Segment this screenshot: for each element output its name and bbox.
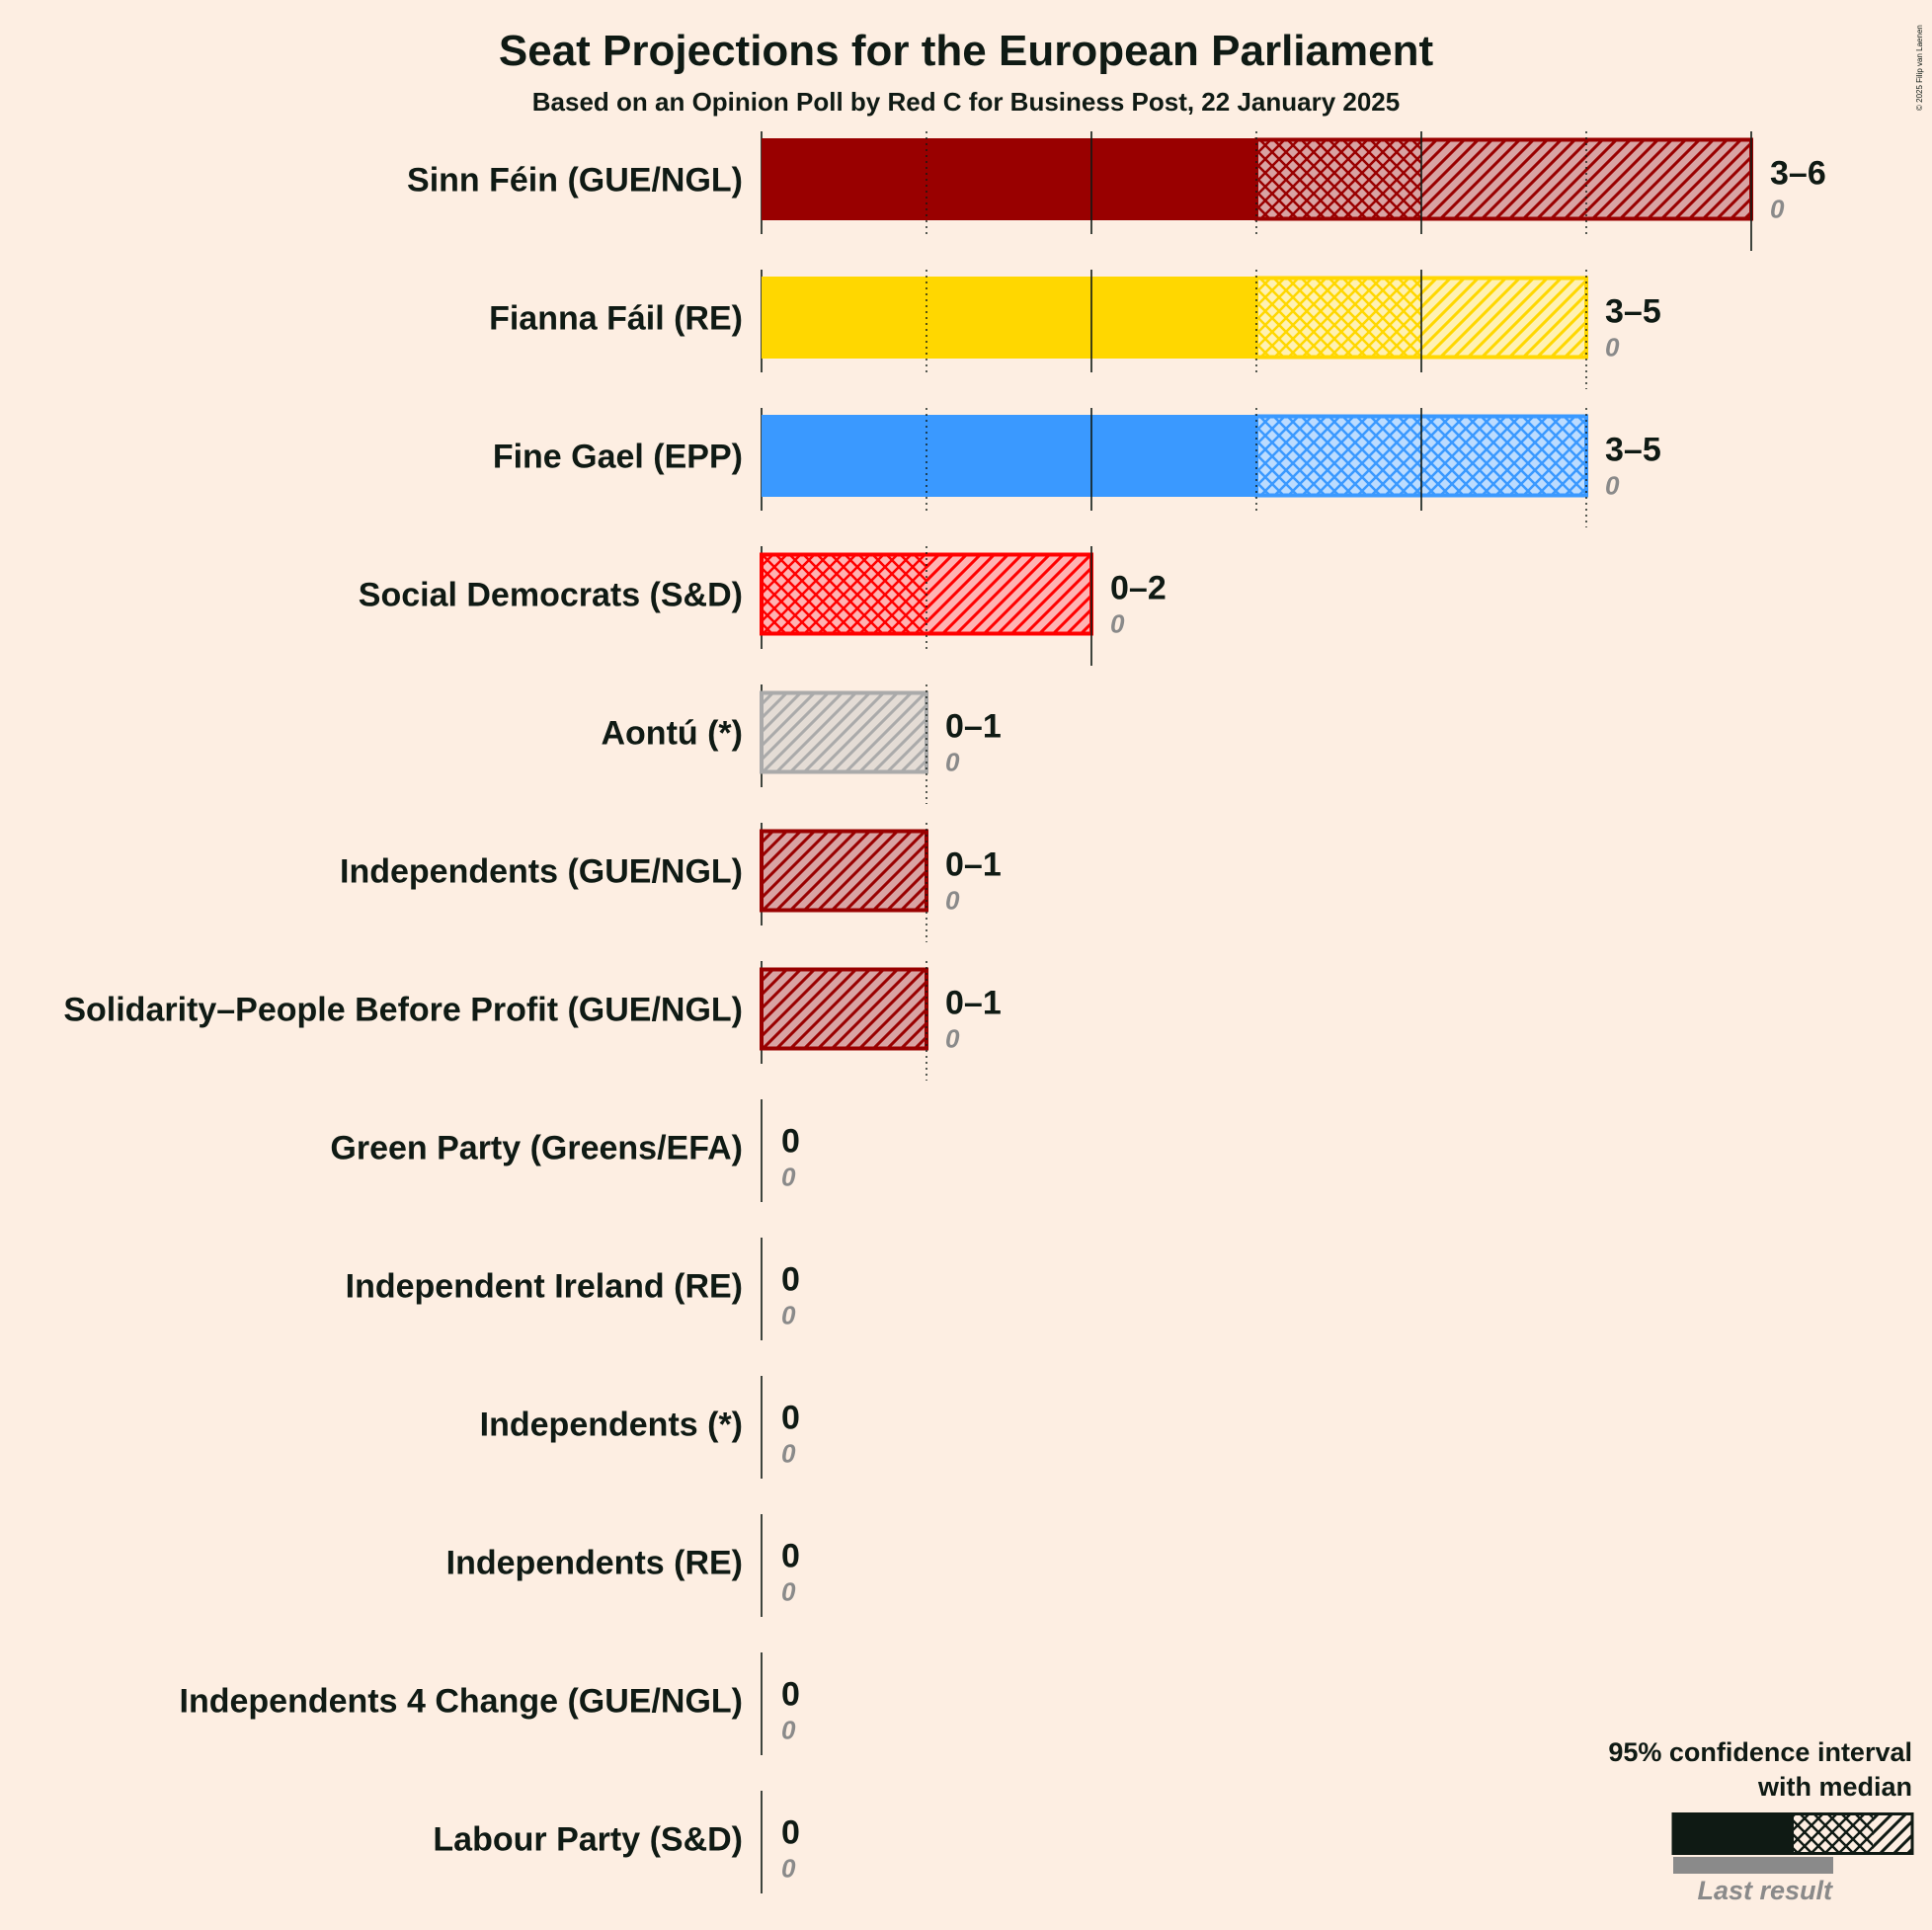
range-label: 3–5 bbox=[1605, 293, 1661, 331]
party-label: Independents (RE) bbox=[446, 1545, 743, 1582]
last-result-label: 0 bbox=[1110, 609, 1125, 639]
legend-swatch bbox=[1671, 1812, 1914, 1874]
last-result-label: 0 bbox=[945, 886, 960, 916]
last-result-label: 0 bbox=[1605, 333, 1620, 362]
legend-last-result-bar bbox=[1673, 1857, 1833, 1874]
bar-upper-interval bbox=[762, 830, 926, 912]
party-label: Sinn Féin (GUE/NGL) bbox=[407, 162, 743, 200]
range-label: 0 bbox=[781, 1814, 800, 1852]
party-label: Independents (GUE/NGL) bbox=[340, 853, 743, 891]
party-label: Independents 4 Change (GUE/NGL) bbox=[180, 1683, 743, 1721]
party-row: Independents (GUE/NGL) 0–10 bbox=[340, 823, 1002, 942]
party-label: Independent Ireland (RE) bbox=[346, 1268, 743, 1306]
party-label: Independents (*) bbox=[480, 1407, 743, 1444]
range-label: 0–1 bbox=[945, 846, 1002, 884]
range-label: 0–1 bbox=[945, 708, 1002, 746]
legend: 95% confidence interval with median Last… bbox=[1608, 1737, 1914, 1905]
chart-subtitle: Based on an Opinion Poll by Red C for Bu… bbox=[532, 87, 1400, 117]
party-label: Fine Gael (EPP) bbox=[493, 439, 743, 476]
party-row: Fianna Fáil (RE) 3–50 bbox=[489, 270, 1661, 389]
bar-upper-interval bbox=[762, 968, 926, 1050]
last-result-label: 0 bbox=[1770, 195, 1785, 224]
legend-line-1: 95% confidence interval bbox=[1608, 1737, 1912, 1767]
range-label: 0 bbox=[781, 1123, 800, 1161]
legend-outline bbox=[1671, 1812, 1914, 1855]
party-row: Green Party (Greens/EFA) 00 bbox=[330, 1099, 800, 1202]
party-label: Social Democrats (S&D) bbox=[359, 577, 743, 614]
range-label: 0 bbox=[781, 1676, 800, 1714]
party-label: Labour Party (S&D) bbox=[433, 1821, 743, 1859]
party-row: Independents 4 Change (GUE/NGL) 00 bbox=[180, 1652, 800, 1755]
range-label: 3–6 bbox=[1770, 155, 1826, 193]
bar-lower-interval bbox=[762, 553, 926, 635]
bar-upper-interval bbox=[926, 553, 1091, 635]
party-label: Aontú (*) bbox=[601, 715, 743, 753]
legend-last-result: Last result bbox=[1697, 1876, 1833, 1905]
chart-title: Seat Projections for the European Parlia… bbox=[499, 27, 1434, 75]
last-result-label: 0 bbox=[781, 1301, 796, 1330]
range-label: 0–2 bbox=[1110, 570, 1167, 607]
party-row: Independent Ireland (RE) 00 bbox=[346, 1238, 800, 1340]
last-result-label: 0 bbox=[945, 1024, 960, 1054]
range-label: 0 bbox=[781, 1538, 800, 1575]
last-result-label: 0 bbox=[781, 1163, 796, 1192]
last-result-label: 0 bbox=[781, 1854, 796, 1884]
bar-lower-interval bbox=[1256, 138, 1421, 220]
party-row: Labour Party (S&D) 00 bbox=[433, 1791, 800, 1893]
party-row: Fine Gael (EPP) 3–50 bbox=[493, 408, 1661, 527]
party-row: Social Democrats (S&D) 0–20 bbox=[359, 546, 1167, 666]
bar-certain-segment bbox=[762, 277, 1256, 359]
party-row: Independents (RE) 00 bbox=[446, 1514, 800, 1617]
legend-crosshatch-segment bbox=[1794, 1812, 1873, 1855]
party-row: Sinn Féin (GUE/NGL) 3–60 bbox=[407, 131, 1826, 251]
bar-lower-interval bbox=[1256, 277, 1421, 359]
bar-certain-segment bbox=[762, 138, 1256, 220]
party-label: Fianna Fáil (RE) bbox=[489, 300, 743, 338]
legend-line-2: with median bbox=[1757, 1772, 1912, 1802]
party-row: Aontú (*) 0–10 bbox=[601, 684, 1002, 804]
legend-hatch-segment bbox=[1873, 1812, 1912, 1855]
legend-solid-segment bbox=[1673, 1812, 1794, 1855]
party-label: Green Party (Greens/EFA) bbox=[330, 1130, 743, 1167]
range-label: 0–1 bbox=[945, 985, 1002, 1022]
party-label: Solidarity–People Before Profit (GUE/NGL… bbox=[63, 992, 743, 1029]
copyright-note: © 2025 Filip van Laenen bbox=[1915, 25, 1924, 111]
range-label: 3–5 bbox=[1605, 432, 1661, 469]
last-result-label: 0 bbox=[1605, 471, 1620, 501]
bar-upper-interval bbox=[762, 691, 926, 773]
last-result-label: 0 bbox=[781, 1716, 796, 1745]
last-result-label: 0 bbox=[781, 1439, 796, 1469]
bar-upper-interval bbox=[1421, 277, 1586, 359]
bar-certain-segment bbox=[762, 415, 1256, 497]
party-row: Solidarity–People Before Profit (GUE/NGL… bbox=[63, 961, 1002, 1081]
range-label: 0 bbox=[781, 1261, 800, 1299]
last-result-label: 0 bbox=[945, 748, 960, 777]
last-result-label: 0 bbox=[781, 1577, 796, 1607]
range-label: 0 bbox=[781, 1400, 800, 1437]
party-row: Independents (*) 00 bbox=[480, 1376, 800, 1479]
